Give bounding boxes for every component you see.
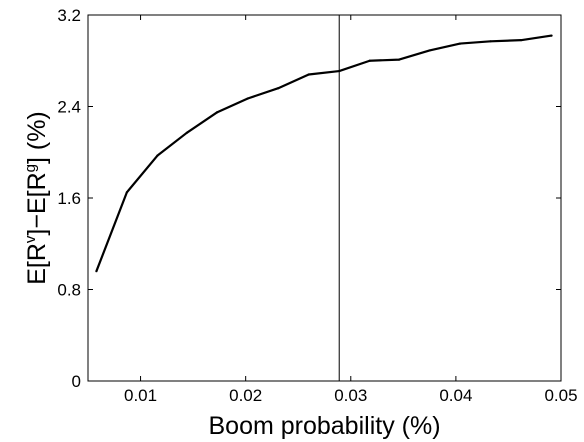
y-axis-title-part: ] (%) (23, 111, 51, 164)
data-point (550, 34, 553, 37)
data-point (338, 69, 341, 73)
data-point (519, 39, 523, 42)
data-point (185, 131, 188, 134)
plot-content (95, 15, 553, 381)
data-point (125, 191, 128, 194)
x-tick-label: 0.04 (439, 386, 472, 405)
y-axis-title-superscript: v (22, 235, 39, 243)
data-point (398, 58, 401, 61)
y-tick-label: 0 (72, 372, 81, 391)
y-axis-title-part: E[R (23, 243, 51, 285)
data-point (277, 87, 280, 90)
y-axis-title: E[Rv]−E[Rg] (%) (22, 111, 51, 285)
data-point (156, 154, 159, 157)
data-point (246, 97, 249, 100)
y-axis-title-superscript: g (22, 164, 39, 172)
data-point (489, 40, 492, 43)
series-line-0 (95, 34, 552, 272)
data-point (216, 111, 219, 114)
data-point (307, 73, 310, 76)
data-point (458, 42, 462, 45)
data-point (95, 270, 98, 273)
x-tick-label: 0.03 (334, 386, 367, 405)
y-tick-label: 3.2 (57, 6, 81, 25)
y-tick-label: 1.6 (57, 189, 81, 208)
x-tick-label: 0.05 (544, 386, 577, 405)
x-tick-label: 0.02 (229, 386, 262, 405)
y-axis-title-part: ]−E[R (23, 172, 51, 235)
data-point (368, 59, 371, 62)
y-tick-label: 2.4 (57, 98, 81, 117)
y-axis: 0 0.8 1.6 2.4 3.2 (57, 6, 561, 391)
x-axis-title: Boom probability (%) (208, 412, 440, 440)
y-tick-label: 0.8 (57, 281, 81, 300)
x-axis: 0.01 0.02 0.03 0.04 0.05 (124, 15, 578, 405)
data-point (428, 49, 431, 52)
x-tick-label: 0.01 (124, 386, 157, 405)
